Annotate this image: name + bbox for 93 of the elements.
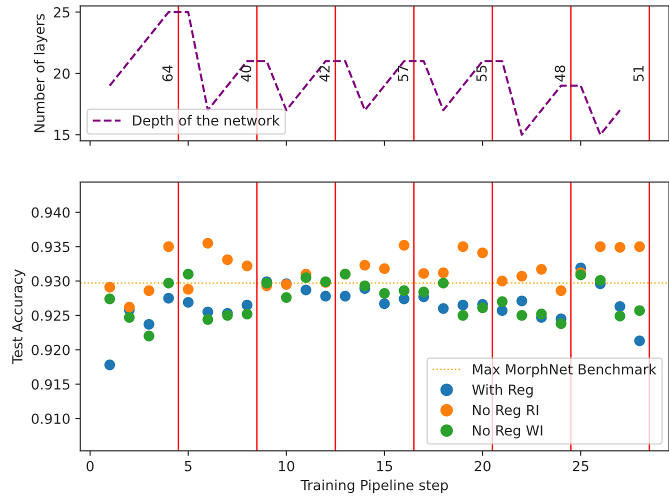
point — [104, 294, 116, 304]
point — [594, 274, 606, 286]
x-tick-label: 5 — [184, 461, 192, 472]
x-tick-label: 25 — [572, 460, 588, 472]
point — [222, 310, 233, 321]
point — [614, 242, 626, 253]
y-tick-label: 20 — [54, 68, 70, 79]
annotation: 51 — [633, 66, 644, 82]
point — [182, 284, 194, 295]
y-tick-label: 15 — [54, 130, 70, 140]
point — [340, 290, 351, 302]
y-axis-title: Test Accuracy — [12, 269, 26, 364]
y-tick-label: 0.915 — [32, 379, 70, 390]
y-tick-label: 0.935 — [32, 242, 70, 252]
point — [144, 318, 154, 330]
point — [163, 278, 174, 288]
point — [536, 264, 547, 275]
point — [104, 360, 116, 370]
point — [300, 272, 312, 283]
y-axis-title: Number of layers — [34, 14, 48, 132]
point — [516, 270, 528, 282]
point — [104, 282, 116, 293]
point — [182, 268, 194, 280]
point — [182, 296, 194, 308]
point — [438, 267, 449, 278]
point — [379, 298, 390, 310]
y-tick-label: 0.930 — [32, 276, 70, 287]
point — [634, 305, 645, 316]
y-tick-label: 0.925 — [32, 310, 70, 321]
y-tick-label: 0.910 — [32, 414, 70, 424]
y-tick-label: 0.920 — [32, 344, 70, 356]
point — [496, 305, 508, 316]
point — [477, 302, 488, 314]
x-axis-title: Training Pipeline step — [300, 480, 448, 494]
point — [280, 292, 292, 303]
x-tick-label: 0 — [86, 460, 94, 472]
point — [458, 310, 468, 321]
point — [144, 330, 154, 342]
point — [634, 241, 645, 252]
x-tick-label: 10 — [279, 460, 294, 472]
point — [379, 288, 390, 299]
x-tick-label: 20 — [474, 460, 490, 472]
point — [202, 314, 214, 325]
point — [398, 240, 410, 251]
legend-label: Max MorphNet Benchmark — [473, 364, 656, 378]
point — [359, 260, 370, 271]
point — [222, 254, 233, 266]
y-tick-label: 25 — [54, 7, 70, 18]
point — [144, 285, 154, 296]
point — [124, 312, 135, 323]
point — [496, 276, 508, 286]
legend-label: With Reg — [472, 384, 533, 398]
point — [320, 290, 331, 302]
point — [124, 302, 135, 313]
point — [516, 310, 528, 321]
y-tick-label: 0.940 — [32, 207, 70, 218]
point — [634, 335, 645, 346]
point — [536, 308, 547, 320]
point — [496, 296, 508, 308]
annotation: 64 — [162, 65, 173, 82]
x-tick-label: 15 — [377, 461, 392, 472]
point — [614, 310, 626, 322]
point — [458, 300, 468, 310]
annotation: 40 — [240, 65, 252, 82]
point — [300, 284, 312, 296]
point — [202, 238, 214, 249]
point — [242, 300, 252, 310]
legend-label: No Reg RI — [473, 404, 538, 418]
point — [163, 292, 174, 304]
point — [594, 241, 606, 252]
annotation: 57 — [398, 66, 408, 82]
point — [438, 303, 449, 314]
point — [614, 301, 626, 312]
point — [379, 263, 390, 274]
annotation: 55 — [476, 66, 487, 82]
point — [418, 286, 430, 298]
point — [438, 278, 449, 288]
point — [516, 296, 528, 306]
point — [242, 308, 252, 320]
point — [477, 247, 488, 258]
point — [398, 285, 410, 296]
annotation: 48 — [554, 66, 566, 82]
legend-label: Depth of the network — [133, 114, 280, 128]
annotation: 42 — [319, 66, 330, 82]
legend-label: No Reg WI — [473, 425, 542, 438]
point — [242, 260, 252, 272]
line-series — [108, 11, 621, 136]
point — [556, 318, 566, 330]
point — [359, 280, 370, 292]
point — [163, 241, 174, 252]
point — [458, 241, 468, 252]
point — [418, 268, 430, 279]
point — [556, 285, 566, 296]
